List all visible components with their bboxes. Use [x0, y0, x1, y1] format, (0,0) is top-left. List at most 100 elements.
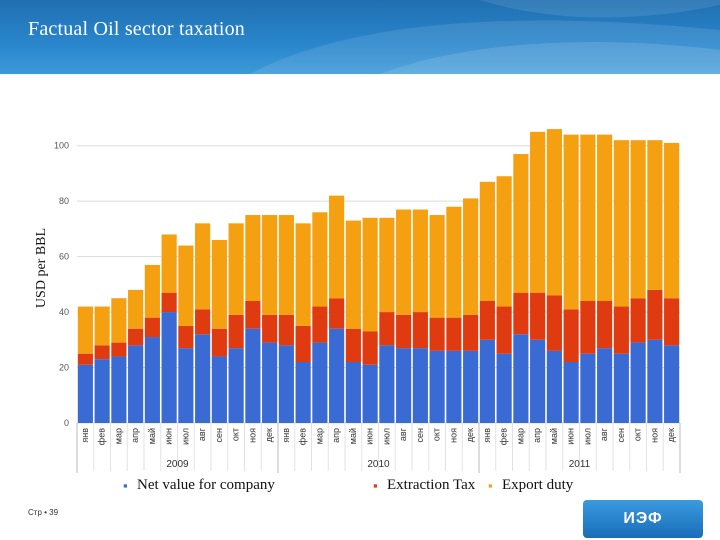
- bar-segment-export-duty: [228, 223, 244, 315]
- bar-segment-net-value: [362, 364, 378, 423]
- bar-segment-extraction-tax: [128, 328, 144, 346]
- x-tick-label: янв: [281, 428, 291, 443]
- legend-net-value-label: Net value for company: [137, 477, 275, 493]
- bar-segment-extraction-tax: [429, 317, 445, 351]
- year-label: 2011: [569, 459, 591, 470]
- x-tick-label: мар: [113, 428, 123, 444]
- bar-segment-export-duty: [195, 223, 211, 310]
- bar-segment-net-value: [530, 339, 546, 423]
- x-tick-label: июл: [381, 428, 391, 445]
- x-tick-label: сен: [214, 428, 224, 443]
- legend-extraction-tax: ▪ Extraction Tax: [373, 475, 477, 496]
- bar-segment-extraction-tax: [463, 314, 479, 351]
- bar-segment-extraction-tax: [379, 312, 395, 346]
- bar-segment-extraction-tax: [94, 345, 110, 360]
- bar-segment-net-value: [664, 345, 680, 423]
- x-tick-label: янв: [482, 428, 492, 443]
- y-tick-label: 40: [59, 307, 69, 317]
- x-tick-label: мар: [314, 428, 324, 444]
- bar-segment-net-value: [396, 348, 412, 423]
- bar-segment-net-value: [329, 328, 345, 423]
- bar-segment-extraction-tax: [664, 298, 680, 346]
- bar-segment-export-duty: [362, 217, 378, 332]
- x-tick-label: июн: [566, 428, 576, 445]
- x-tick-label: май: [348, 428, 358, 444]
- bar-segment-export-duty: [513, 154, 529, 293]
- bar-segment-export-duty: [144, 264, 160, 318]
- bar-segment-extraction-tax: [412, 312, 428, 349]
- x-tick-label: дек: [465, 428, 475, 442]
- x-tick-label: апр: [130, 428, 140, 443]
- bar-segment-extraction-tax: [295, 325, 311, 362]
- bar-segment-export-duty: [446, 206, 462, 318]
- bar-segment-export-duty: [345, 220, 361, 329]
- bar-segment-extraction-tax: [597, 301, 613, 349]
- y-tick-label: 60: [59, 252, 69, 262]
- bar-segment-extraction-tax: [513, 292, 529, 335]
- x-tick-label: июл: [180, 428, 190, 445]
- bar-segment-export-duty: [94, 306, 110, 346]
- bar-segment-export-duty: [546, 129, 562, 296]
- bar-segment-export-duty: [329, 195, 345, 299]
- year-label: 2009: [166, 459, 189, 470]
- bar-segment-extraction-tax: [580, 301, 596, 354]
- x-tick-label: мар: [515, 428, 525, 444]
- x-tick-label: апр: [331, 428, 341, 443]
- bar-segment-net-value: [513, 334, 529, 423]
- y-tick-label: 20: [59, 363, 69, 373]
- bar-segment-net-value: [228, 348, 244, 423]
- bar-segment-net-value: [94, 359, 110, 423]
- x-tick-label: ноя: [448, 428, 458, 443]
- bar-segment-net-value: [647, 339, 663, 423]
- bar-segment-extraction-tax: [446, 317, 462, 351]
- bar-segment-extraction-tax: [211, 328, 227, 357]
- bar-segment-net-value: [211, 356, 227, 423]
- bar-segment-export-duty: [278, 215, 294, 315]
- bar-segment-export-duty: [396, 209, 412, 315]
- bar-segment-export-duty: [613, 140, 629, 307]
- bar-segment-net-value: [613, 353, 629, 423]
- x-tick-label: окт: [432, 428, 442, 441]
- bar-segment-export-duty: [496, 176, 512, 307]
- bar-segment-extraction-tax: [496, 306, 512, 354]
- bar-segment-extraction-tax: [630, 298, 646, 343]
- bar-segment-export-duty: [128, 289, 144, 329]
- x-tick-label: май: [147, 428, 157, 444]
- bar-segment-extraction-tax: [345, 328, 361, 362]
- y-tick-label: 0: [64, 418, 69, 428]
- bar-segment-extraction-tax: [262, 314, 278, 343]
- bar-segment-net-value: [345, 362, 361, 423]
- legend-export-duty-label: Export duty: [502, 477, 574, 493]
- bar-segment-export-duty: [178, 245, 194, 326]
- bar-segment-net-value: [546, 350, 562, 423]
- legend-extraction-tax-bullet: ▪: [373, 478, 378, 493]
- bar-segment-export-duty: [312, 212, 328, 307]
- x-tick-label: янв: [80, 428, 90, 443]
- x-tick-label: окт: [633, 428, 643, 441]
- bar-segment-net-value: [563, 362, 579, 423]
- bar-segment-net-value: [463, 350, 479, 423]
- bar-segment-export-duty: [77, 306, 93, 354]
- bar-segment-extraction-tax: [396, 314, 412, 349]
- bar-segment-extraction-tax: [479, 301, 495, 340]
- x-tick-label: сен: [415, 428, 425, 443]
- bar-segment-export-duty: [211, 240, 227, 329]
- bar-segment-export-duty: [161, 234, 177, 293]
- bar-segment-net-value: [580, 353, 596, 423]
- header-banner: Factual Oil sector taxation: [0, 0, 720, 74]
- bar-segment-extraction-tax: [278, 314, 294, 346]
- x-tick-label: дек: [666, 428, 676, 442]
- page-number: Стр • 39: [28, 508, 59, 517]
- bar-segment-net-value: [630, 342, 646, 423]
- bar-segment-extraction-tax: [546, 295, 562, 351]
- bar-segment-net-value: [312, 342, 328, 423]
- x-tick-label: авг: [398, 427, 408, 441]
- bar-segment-export-duty: [429, 215, 445, 318]
- x-tick-label: авг: [599, 427, 609, 441]
- bar-segment-net-value: [479, 339, 495, 423]
- x-tick-label: ноя: [649, 428, 659, 443]
- x-tick-label: июн: [365, 428, 375, 445]
- bar-segment-export-duty: [664, 142, 680, 299]
- bar-segment-net-value: [161, 312, 177, 423]
